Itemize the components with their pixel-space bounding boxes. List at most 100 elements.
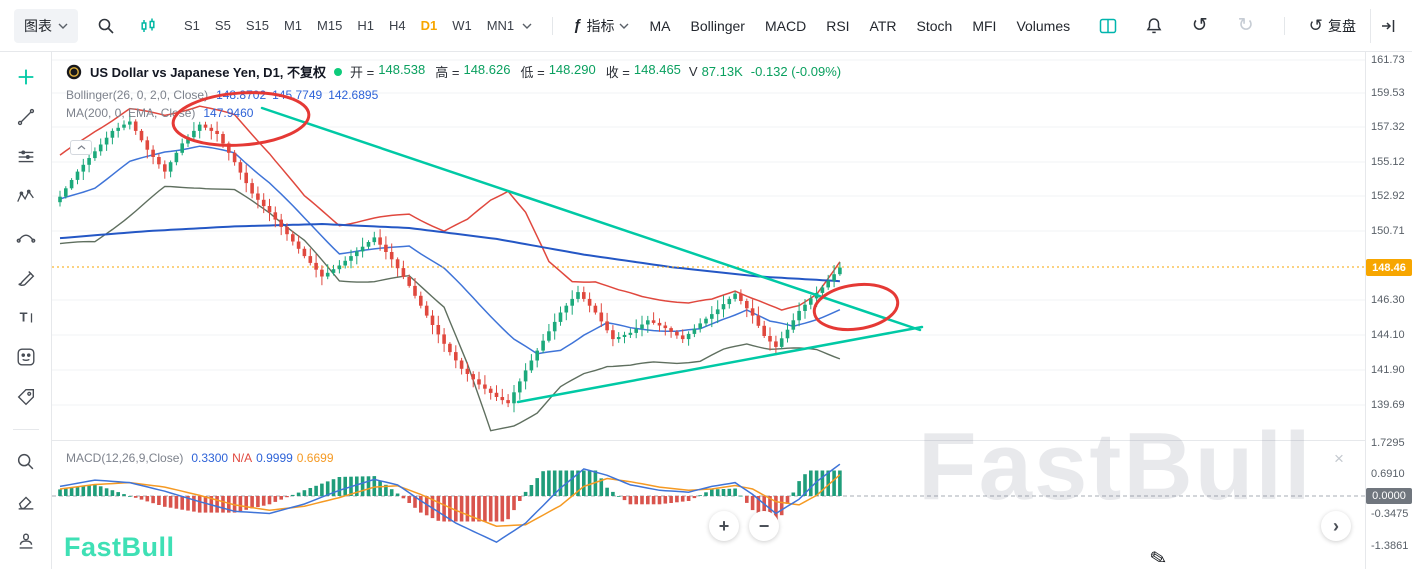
watermark-close-icon[interactable]: × (1334, 449, 1344, 468)
trend-line-tool[interactable] (9, 100, 43, 134)
toolbar-left-group: 图表 S1 S5 S15 M1 M15 H1 H4 D1 W1 MN1 ƒ 指标 MA Bollin… (14, 8, 1070, 43)
scroll-right-button[interactable]: › (1321, 511, 1351, 541)
redo-icon: ↻ (1237, 15, 1254, 36)
ohlc-open: 开 = 148.538 (350, 62, 426, 80)
macd-value: N/A (232, 451, 253, 465)
compare-button[interactable] (134, 12, 162, 40)
indicator-shortcut-group: MA Bollinger MACD RSI ATR Stoch MFI Volumes (649, 18, 1070, 34)
indicator-rsi[interactable]: RSI (826, 17, 850, 34)
bollinger-value: 145.7749 (272, 88, 323, 102)
compare-candles-icon (141, 18, 155, 32)
ma-legend-label[interactable]: MA(200, 0, EMA, Close) (66, 106, 196, 120)
timeframe-M1[interactable]: M1 (283, 18, 303, 33)
alerts-button[interactable] (1140, 12, 1168, 40)
undo-button[interactable]: ↺ (1186, 12, 1214, 40)
macd-legend: MACD(12,26,9,Close) 0.3300 N/A 0.9999 0.669… (66, 451, 338, 465)
indicator-ma[interactable]: MA (649, 17, 671, 34)
add-tool[interactable] (9, 60, 43, 94)
timeframe-W1[interactable]: W1 (452, 18, 472, 33)
chevron-down-icon (522, 23, 532, 29)
collapse-right-icon (1381, 19, 1394, 32)
price-pane: US Dollar vs Japanese Yen, D1, 不复权 开 = 14… (52, 52, 1365, 440)
fx-icon: ƒ (573, 17, 582, 34)
search-icon (98, 18, 114, 34)
legend-collapse-button[interactable] (70, 140, 92, 155)
macd-legend-label[interactable]: MACD(12,26,9,Close) (66, 451, 184, 465)
timeframe-S15[interactable]: S15 (245, 18, 269, 33)
timeframe-S1[interactable]: S1 (184, 18, 200, 33)
volume-label: V (688, 64, 698, 79)
timeframe-D1[interactable]: D1 (420, 18, 438, 33)
replay-label: 复盘 (1328, 17, 1356, 34)
symbol-icon (66, 64, 82, 80)
macd-chart-svg[interactable] (52, 441, 1365, 569)
price-axis[interactable]: 161.73 159.53 157.32 155.12 152.92 150.71 146.… (1365, 52, 1412, 569)
timeframe-S5[interactable]: S5 (214, 18, 231, 33)
zoom-out-button[interactable]: − (749, 511, 779, 541)
horizontal-line-tool[interactable] (9, 140, 43, 174)
ma-value: 147.9460 (203, 106, 254, 120)
indicator-atr[interactable]: ATR (869, 17, 897, 34)
change-value: -0.132 (-0.09%) (750, 64, 842, 79)
indicator-mfi[interactable]: MFI (972, 17, 997, 34)
replay-button[interactable]: ↺ 复盘 (1309, 16, 1356, 36)
macd-value: 0.6699 (296, 451, 334, 465)
toolbar-divider (1283, 16, 1285, 35)
zoom-in-button[interactable]: + (709, 511, 739, 541)
brush-tool[interactable] (9, 260, 43, 294)
minus-icon: − (758, 515, 770, 536)
timeframe-H1[interactable]: H1 (357, 18, 374, 33)
chevron-up-icon (77, 145, 85, 150)
macd-axis-label: -1.3861 (1371, 540, 1409, 552)
price-axis-label: 150.71 (1371, 225, 1405, 237)
indicator-stoch[interactable]: Stoch (916, 17, 953, 34)
macd-zero-badge: 0.0000 (1366, 488, 1412, 504)
market-status-dot (334, 67, 343, 76)
pattern-tool[interactable] (9, 180, 43, 214)
chart-region: FastBull × US Dollar vs Japanese Yen, D1… (52, 52, 1365, 569)
emoji-tool[interactable] (9, 340, 43, 374)
sidebar-divider (12, 429, 39, 430)
price-axis-label: 159.53 (1371, 87, 1405, 99)
layout-button[interactable] (1094, 12, 1122, 40)
symbol-title[interactable]: US Dollar vs Japanese Yen, D1, 不复权 (90, 65, 327, 80)
timeframe-M15[interactable]: M15 (317, 18, 343, 33)
tag-tool[interactable] (9, 380, 43, 414)
arc-tool[interactable] (9, 220, 43, 254)
fastbull-logo: FastBull (64, 532, 175, 562)
search-button[interactable] (92, 12, 120, 40)
stamp-tool[interactable] (9, 525, 43, 559)
price-axis-label: 139.69 (1371, 399, 1405, 411)
chart-legend: US Dollar vs Japanese Yen, D1, 不复权 开 = 14… (66, 62, 841, 124)
macd-pane: MACD(12,26,9,Close) 0.3300 N/A 0.9999 0.669… (52, 440, 1365, 569)
volume-group: V 87.13K (689, 64, 743, 79)
macd-axis-label: 0.6910 (1371, 468, 1405, 480)
indicator-macd[interactable]: MACD (764, 17, 807, 34)
macd-values: 0.3300 N/A 0.9999 0.6699 (191, 451, 337, 465)
text-tool[interactable]: T (9, 300, 43, 334)
indicator-volumes[interactable]: Volumes (1016, 17, 1071, 34)
chart-type-menu[interactable]: 图表 (14, 8, 78, 43)
bollinger-values: 148.8702 145.7749 142.6895 (216, 88, 384, 102)
ohlc-high: 高 = 148.626 (435, 62, 511, 80)
timeframe-more-button[interactable] (522, 23, 532, 29)
eraser-tool[interactable] (9, 485, 43, 519)
price-axis-label: 161.73 (1371, 54, 1405, 66)
indicator-menu-button[interactable]: ƒ 指标 (573, 16, 629, 36)
price-axis-label: 141.90 (1371, 364, 1405, 376)
collapse-panel-button[interactable] (1370, 8, 1404, 43)
chevron-down-icon (58, 23, 68, 29)
timeframe-group: S1 S5 S15 M1 M15 H1 H4 D1 W1 MN1 (184, 18, 514, 33)
timeframe-H4[interactable]: H4 (388, 18, 406, 33)
timeframe-MN1[interactable]: MN1 (486, 18, 515, 33)
chevron-down-icon (619, 23, 629, 29)
indicator-bollinger[interactable]: Bollinger (690, 17, 745, 34)
redo-button[interactable]: ↻ (1232, 12, 1260, 40)
bollinger-legend-label[interactable]: Bollinger(26, 0, 2,0, Close) (66, 88, 209, 102)
volume-value: 87.13K (701, 64, 743, 79)
ohlc-low: 低 = 148.290 (520, 62, 596, 80)
macd-axis-label: -0.3475 (1371, 508, 1409, 520)
price-axis-label: 152.92 (1371, 190, 1405, 202)
zoom-tool[interactable] (9, 445, 43, 479)
